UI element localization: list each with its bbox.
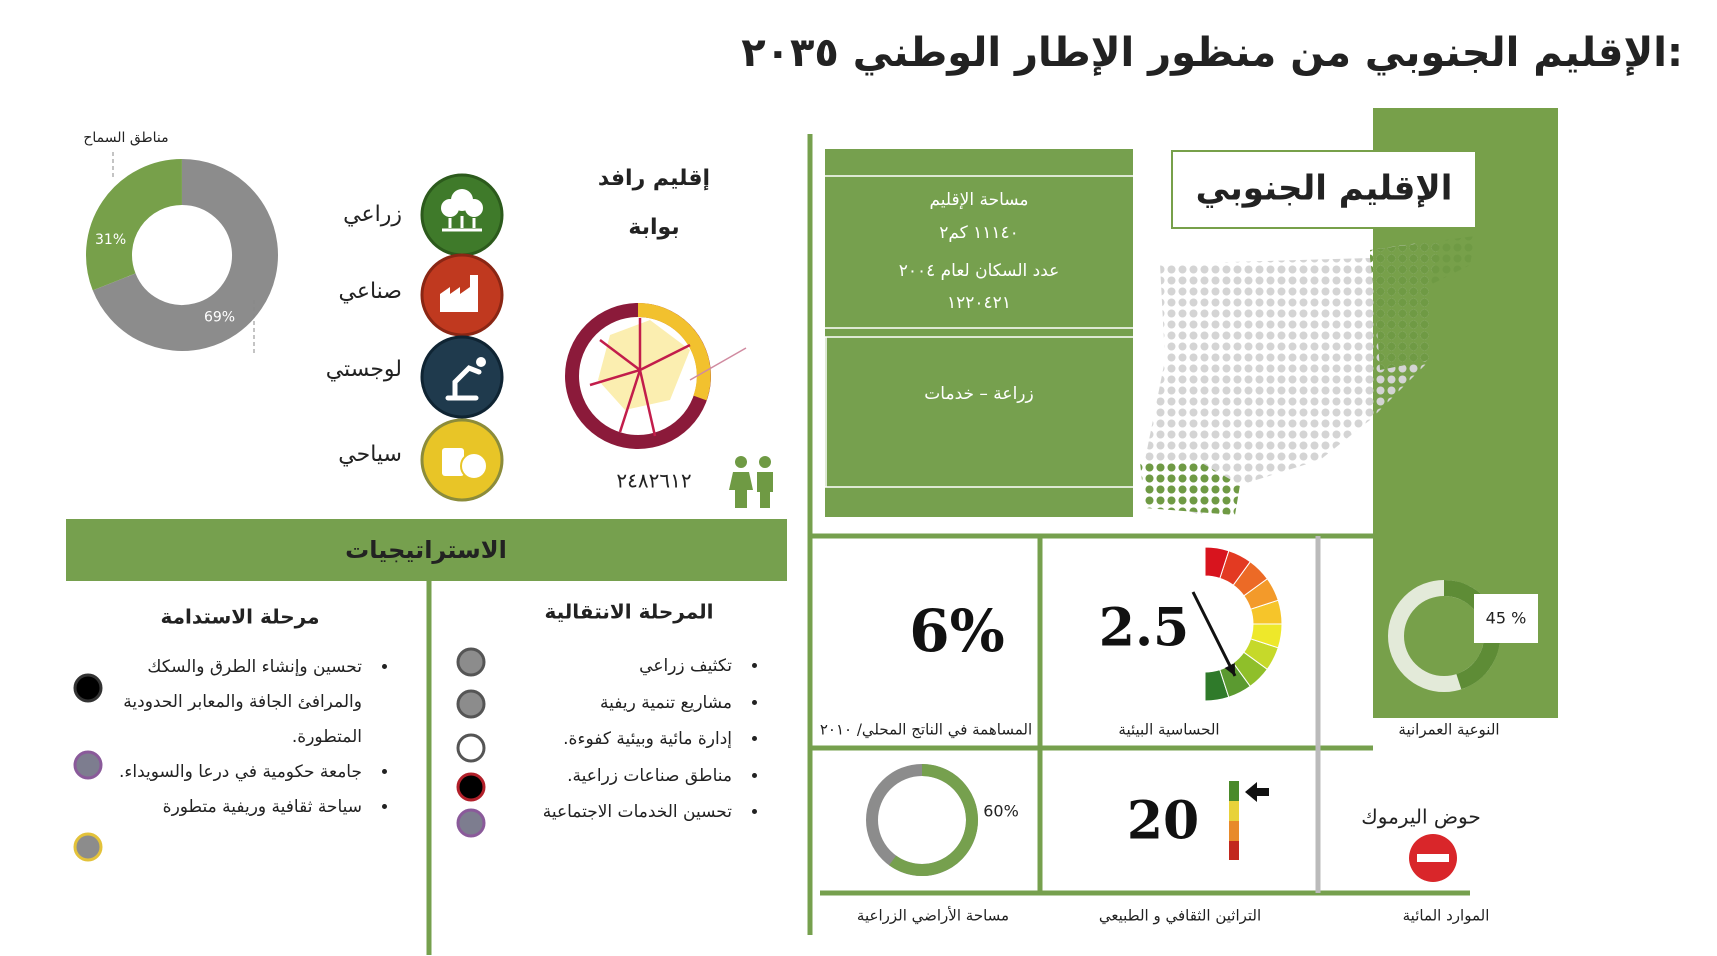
sector-label: لوجستي	[326, 357, 402, 382]
region-title: الإقليم الجنوبي	[1196, 169, 1453, 209]
permit-donut: 69% 31%	[86, 159, 278, 351]
info-text: ١٢٢٠٤٢١	[947, 293, 1011, 313]
value-box	[1474, 594, 1538, 643]
info-text: عدد السكان لعام ٢٠٠٤	[899, 261, 1060, 281]
agri-value: 60%	[983, 802, 1019, 821]
heritage-bar	[1229, 781, 1269, 860]
gauge-end-label: 1	[1190, 683, 1203, 690]
strategy-item: مشاريع تنمية ريفية	[470, 685, 740, 722]
region-title-box	[1171, 150, 1477, 229]
gauge-segment	[1204, 546, 1230, 579]
population-total: ٢٤٨٢٦١٢	[616, 469, 691, 493]
heritage-value: 20	[1127, 791, 1199, 852]
region-map	[1370, 236, 1475, 370]
gauge-needle	[1191, 591, 1237, 677]
sector-label: صناعي	[339, 279, 403, 304]
strategies-title: الاستراتيجيات	[345, 536, 507, 564]
indicator-caption: التراثين الثقافي و الطبيعي	[1099, 907, 1261, 926]
region-map	[1145, 240, 1440, 515]
sector-label: زراعي	[343, 202, 402, 227]
strategy-item: تحسين الخدمات الاجتماعية	[470, 794, 740, 831]
sensitivity-value: 2.5	[1099, 598, 1189, 659]
info-lines	[825, 175, 1133, 488]
strategy-list: تكثيف زراعي مشاريع تنمية ريفية إدارة مائ…	[470, 648, 780, 831]
donut-value-label: 69%	[204, 310, 235, 326]
strategy-item: جامعة حكومية في درعا والسويداء.	[105, 755, 370, 790]
sector-icons	[420, 173, 504, 502]
people-icon	[729, 456, 773, 508]
info-text: زراعة – خدمات	[924, 384, 1033, 404]
water-text: حوض اليرموك	[1361, 805, 1480, 829]
donut-slice	[92, 159, 278, 351]
phase-title: مرحلة الاستدامة	[161, 605, 320, 629]
strategy-item: مناطق صناعات زراعية.	[470, 758, 740, 795]
sector-label: سياحي	[338, 442, 402, 467]
gauge-needle-head	[1224, 662, 1235, 676]
strategy-item: تحسين وإنشاء الطرق والسكك والمرافئ الجاف…	[105, 650, 370, 755]
indicator-caption: المساهمة في الناتج المحلي/ ٢٠١٠	[820, 721, 1032, 740]
donut-label: مناطق السماح	[83, 130, 168, 146]
gauge: 1 10	[1190, 546, 1283, 702]
strategy-item: تكثيف زراعي	[470, 648, 740, 685]
indicator-caption: النوعية العمرانية	[1398, 721, 1499, 739]
urban-value: 45 %	[1486, 609, 1527, 628]
no-entry-icon	[1409, 834, 1457, 882]
status-dots	[73, 647, 486, 862]
page-title: الإقليم الجنوبي من منظور الإطار الوطني ٢…	[741, 30, 1683, 76]
strategy-item: إدارة مائية وبيئية كفوءة.	[470, 721, 740, 758]
donut-value-label: 31%	[95, 232, 126, 248]
strategy-list: تحسين وإنشاء الطرق والسكك والمرافئ الجاف…	[105, 650, 410, 825]
grid-lines	[812, 533, 1470, 896]
strategy-item: سياحة ثقافية وريفية متطورة	[105, 790, 370, 825]
gdp-value: 6%	[909, 597, 1004, 665]
region-type: إقليم رافد	[598, 166, 710, 191]
gauge-end-label: 10	[1190, 555, 1203, 569]
gateway-icon	[565, 303, 747, 449]
indicator-caption: الموارد المائية	[1403, 907, 1490, 925]
strategies-bar	[66, 519, 787, 581]
region-map	[1140, 462, 1240, 515]
region-role: بوابة	[628, 215, 679, 240]
donut-arc	[889, 764, 978, 876]
phase-title: المرحلة الانتقالية	[544, 600, 713, 624]
info-text: مساحة الإقليم	[929, 190, 1028, 210]
agri-donut	[866, 764, 978, 876]
indicator-caption: مساحة الأراضي الزراعية	[857, 906, 1009, 926]
indicator-caption: الحساسية البيئية	[1118, 721, 1219, 739]
info-text: ١١١٤٠ كم٢	[939, 223, 1019, 243]
donut-slice	[86, 159, 183, 291]
info-box	[825, 149, 1133, 517]
